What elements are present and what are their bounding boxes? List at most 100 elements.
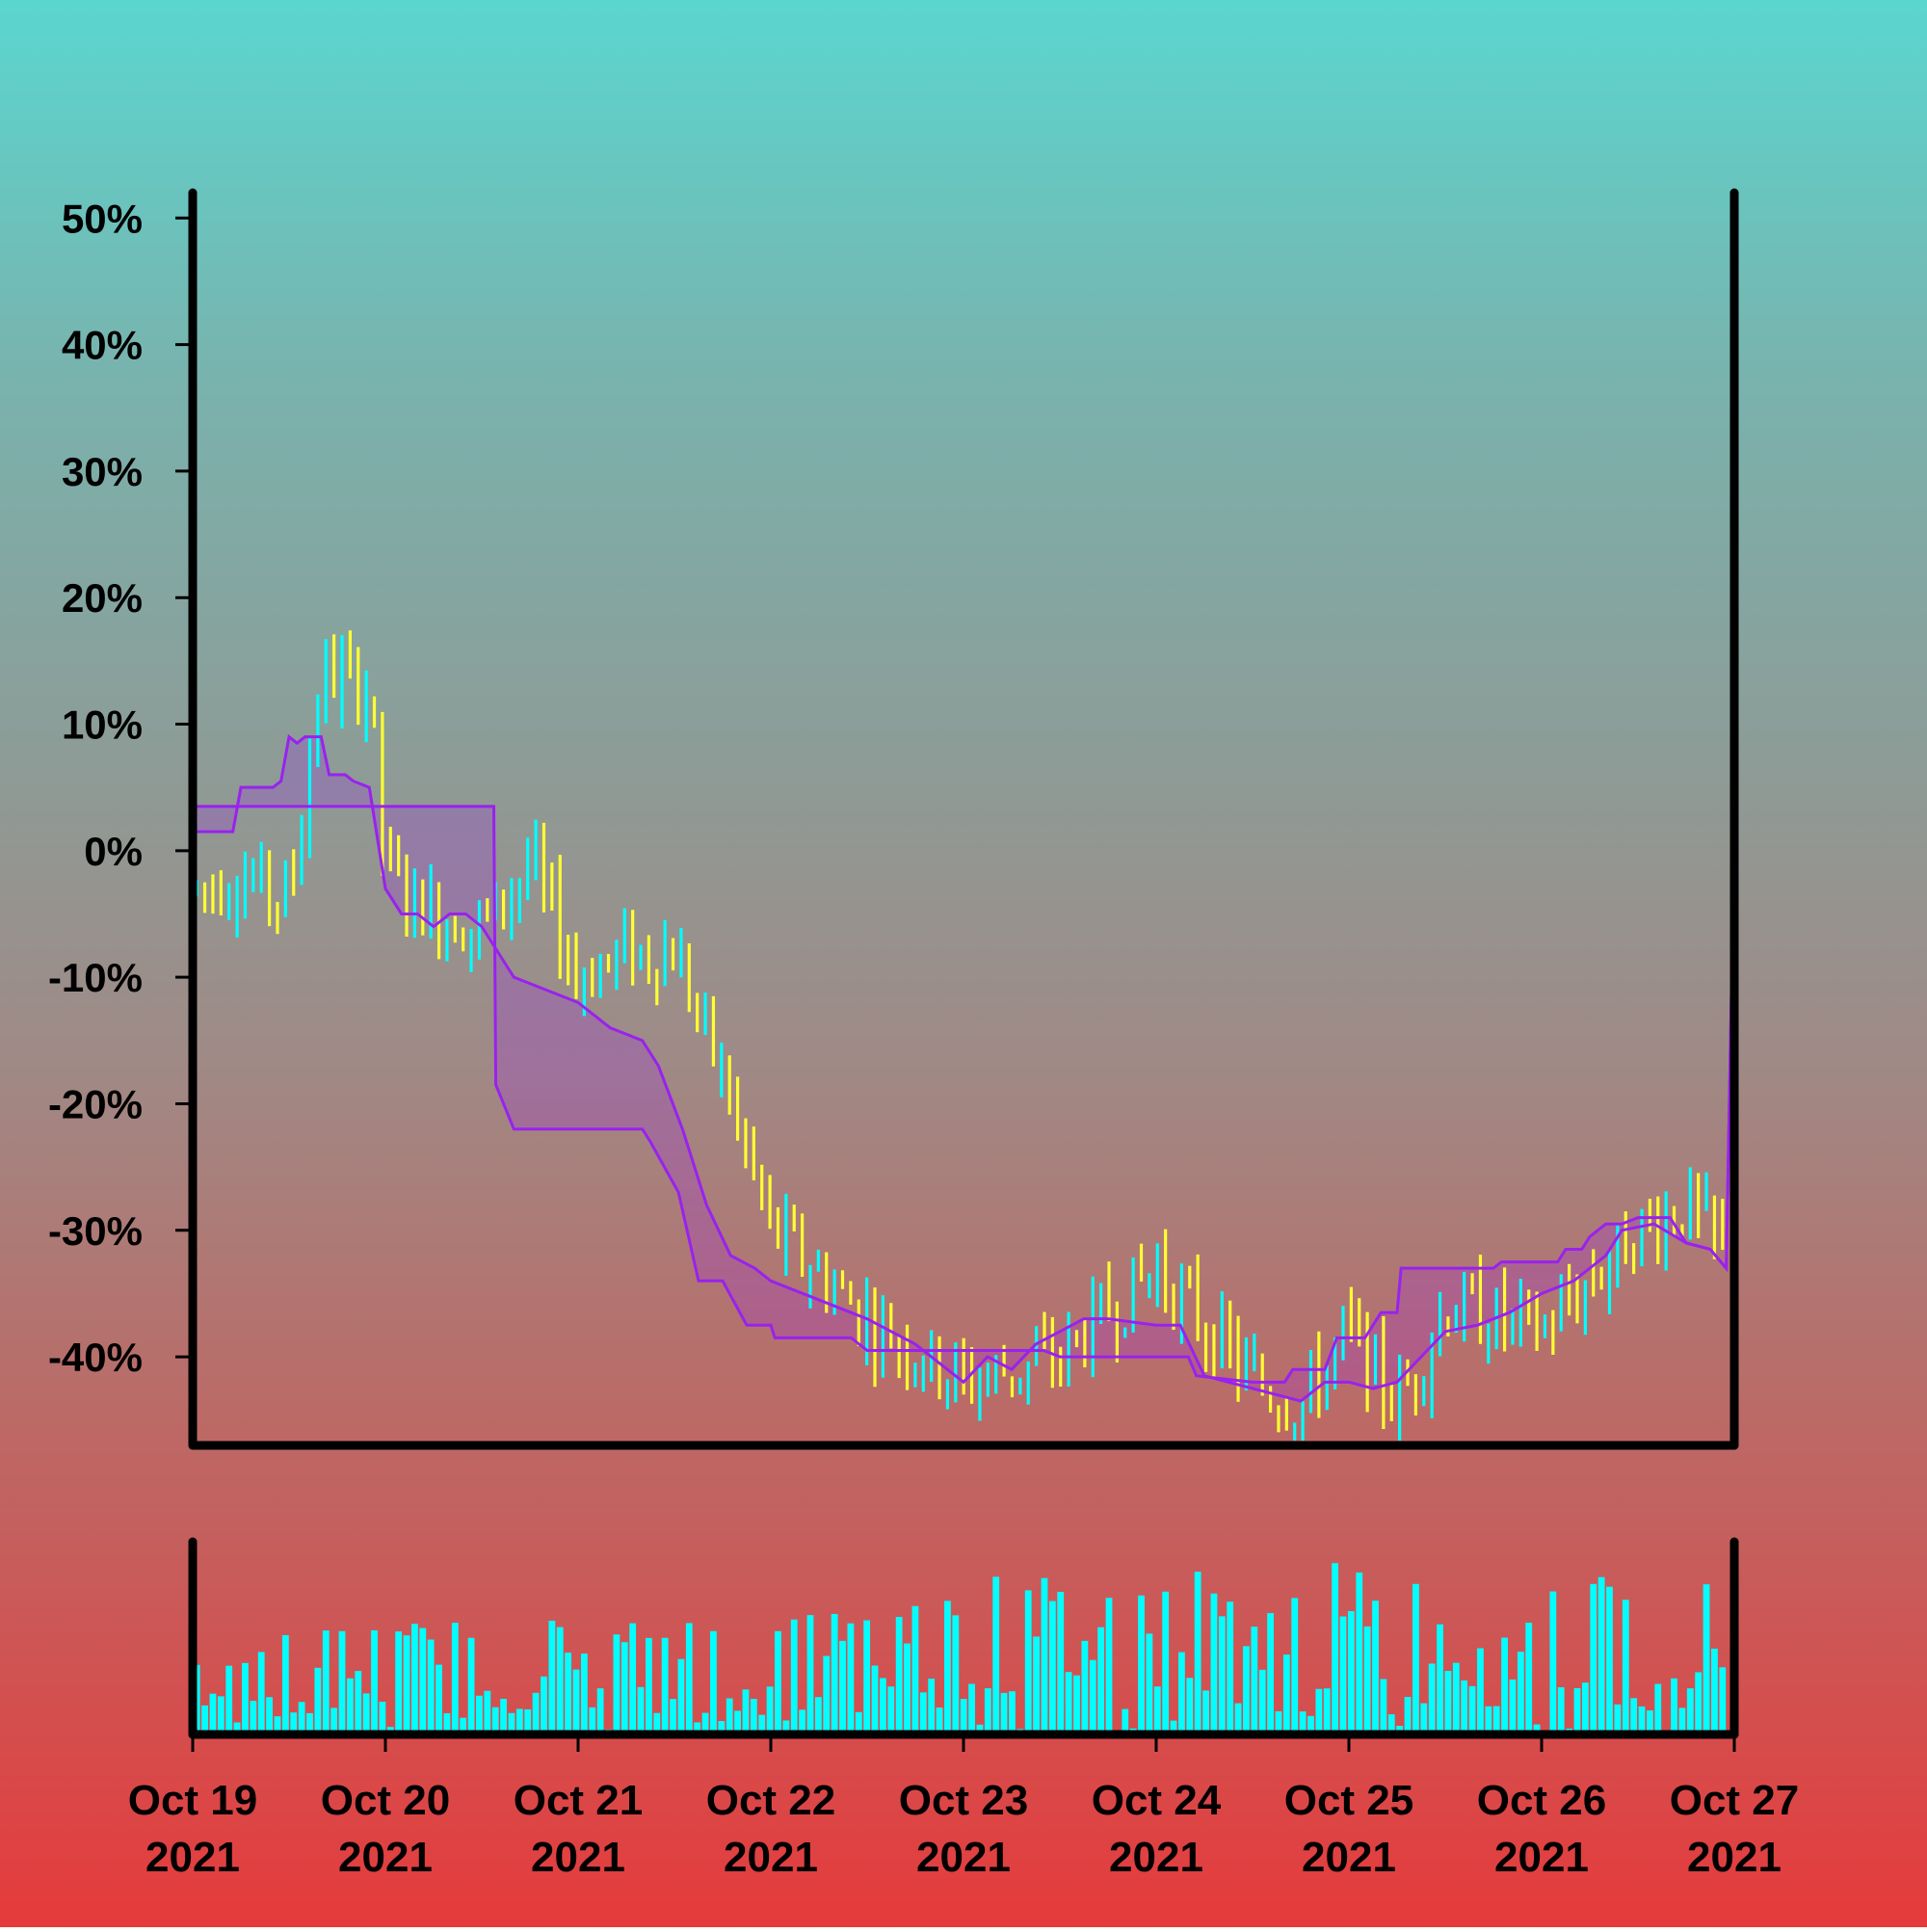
volume-bar [1081,1640,1089,1734]
volume-bar [1614,1704,1622,1734]
volume-bar [1533,1724,1541,1734]
ohlc-bars [195,630,1725,1441]
volume-bar [629,1623,637,1734]
volume-bar [871,1665,879,1734]
x-tick-label-year: 2021 [1494,1834,1589,1881]
x-tick-label-date: Oct 21 [514,1777,644,1824]
volume-bar [338,1630,346,1734]
volume-bar [775,1630,781,1734]
volume-bar [596,1688,604,1734]
y-tick-label: 30% [62,449,143,494]
volume-bar [799,1709,806,1734]
volume-bar [1162,1591,1170,1734]
axes: 50% 40% 30% 20% 10% 0% -10% -20% -30% -40% Oct 19 2… [48,188,1800,1881]
volume-bar [209,1693,217,1734]
volume-bar [1282,1654,1290,1734]
volume-bar [1492,1706,1500,1734]
x-tick-label-year: 2021 [1302,1834,1396,1881]
volume-bar [1089,1659,1096,1734]
volume-bar [790,1619,798,1734]
volume-bar [403,1635,410,1734]
volume-bar [1218,1616,1226,1734]
volume-bar [491,1707,499,1734]
volume-bar [637,1686,645,1734]
band-upper-line [193,805,1736,1384]
volume-bar [726,1698,733,1734]
volume-bar [806,1615,814,1734]
volume-bar [718,1721,726,1734]
volume-bar [1258,1669,1266,1734]
volume-bar [766,1686,774,1734]
y-tick-label: -30% [48,1208,143,1254]
volume-bar [831,1613,838,1734]
x-tick-label-date: Oct 24 [1092,1777,1222,1824]
volume-bar [710,1630,717,1734]
volume-bar [1170,1720,1177,1734]
volume-bar [1517,1652,1524,1734]
volume-bar [274,1716,281,1734]
volume-bar [322,1630,330,1734]
volume-bar [1202,1690,1209,1734]
volume-bar [225,1665,233,1734]
volume-bar [1606,1586,1613,1734]
x-tick-label-year: 2021 [1687,1834,1782,1881]
volume-bar [362,1693,370,1734]
volume-bar [758,1714,766,1734]
volume-bar [508,1712,515,1734]
x-tick-label-date: Oct 26 [1477,1777,1607,1824]
volume-bar [281,1634,289,1734]
volume-bar [904,1643,911,1734]
volume-bar [670,1699,676,1734]
x-tick-label-year: 2021 [338,1834,433,1881]
volume-bar [1404,1697,1412,1734]
volume-bar [863,1620,871,1734]
x-tick-label-date: Oct 20 [321,1777,451,1824]
volume-bar [1396,1725,1404,1734]
volume-bar [1363,1626,1371,1734]
volume-bar [1307,1715,1314,1734]
volume-bar [1275,1710,1282,1734]
volume-bar [694,1722,701,1734]
volume-bar [1444,1671,1452,1734]
volume-bar [992,1576,1000,1734]
volume-bar [233,1722,241,1734]
volume-bar [677,1658,685,1734]
volume-bar [1356,1572,1363,1734]
volume-bar [1194,1572,1201,1734]
volume-bar [1000,1692,1008,1734]
volume-bar [814,1697,822,1734]
volume-bar [443,1712,451,1734]
volume-bar [419,1628,427,1734]
volume-bar [1009,1691,1016,1734]
volume-bar [298,1702,305,1734]
volume-bar [1412,1583,1419,1734]
volume-bar [750,1699,757,1734]
volume-bar [1146,1633,1153,1734]
volume-bar [1509,1679,1517,1734]
volume-bar [1347,1610,1355,1734]
y-tick-label: 0% [84,829,143,874]
volume-bar [976,1724,984,1734]
volume-bar [1243,1646,1250,1734]
y-tick-label: 20% [62,575,143,621]
volume-bar [1420,1703,1428,1734]
volume-bar [1097,1627,1105,1734]
volume-bar [524,1708,532,1734]
y-tick-label: 40% [62,323,143,368]
volume-bar [653,1712,661,1734]
volume-bar [952,1615,960,1734]
price-panel [193,630,1736,1441]
x-tick-label-date: Oct 27 [1670,1777,1800,1824]
volume-bar [242,1662,249,1734]
volume-bar [379,1702,386,1734]
y-tick-label: 50% [62,196,143,241]
volume-bar [589,1707,596,1734]
volume-bar [928,1679,936,1734]
volume-bar [1461,1680,1468,1734]
volume-bar [895,1617,903,1734]
volume-bar [1525,1622,1533,1734]
volume-bar [306,1712,313,1734]
volume-bar [1597,1576,1605,1734]
volume-bar [1315,1688,1323,1734]
